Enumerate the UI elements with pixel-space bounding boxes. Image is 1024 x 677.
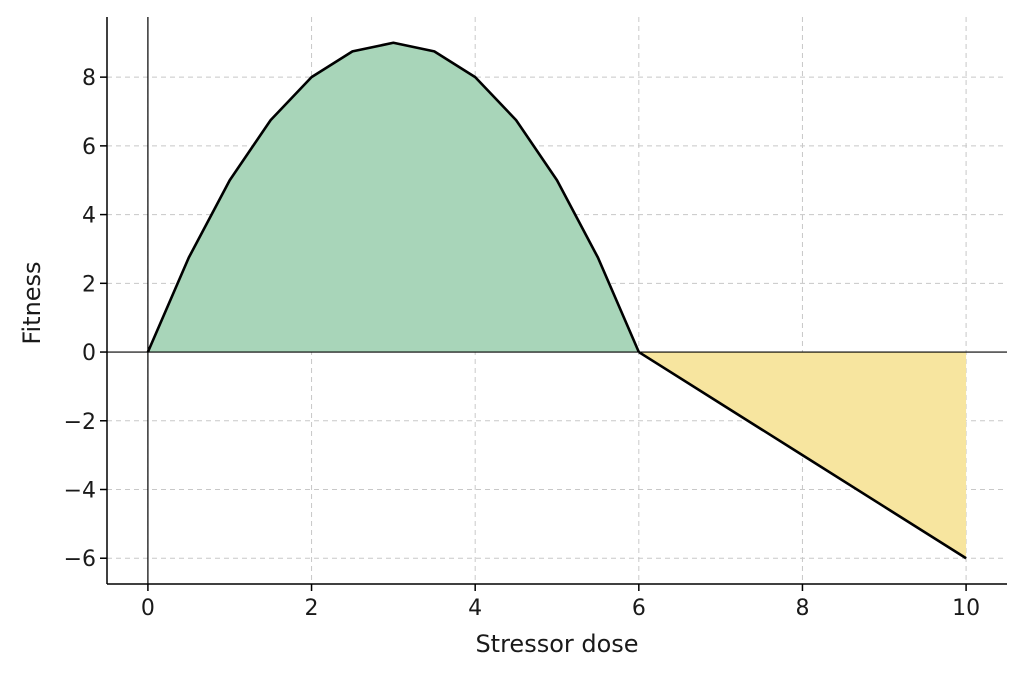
y-tick-label: 8	[82, 66, 96, 91]
x-tick-label: 6	[632, 596, 646, 621]
y-tick-label: 6	[82, 135, 96, 160]
x-tick-label: 8	[795, 596, 809, 621]
y-axis-label: Fitness	[18, 261, 46, 344]
x-tick-label: 2	[305, 596, 319, 621]
series-line-1	[146, 41, 641, 353]
series-line-2	[638, 350, 967, 560]
x-axis-label: Stressor dose	[475, 630, 638, 658]
ticks: 0 2 4 6 8 10 −6 −4 −2 0 2 4 6 8	[64, 66, 981, 621]
x-tick-label: 10	[952, 596, 980, 621]
area-fill-1	[147, 42, 639, 353]
x-tick-label: 4	[468, 596, 482, 621]
y-tick-label: 2	[82, 272, 96, 297]
y-tick-label: −6	[64, 547, 96, 572]
reference-lines	[107, 17, 1007, 584]
series-lines	[146, 41, 967, 560]
y-tick-label: −4	[64, 479, 96, 504]
x-tick-label: 0	[141, 596, 155, 621]
y-tick-label: −2	[64, 410, 96, 435]
y-tick-label: 0	[82, 341, 96, 366]
y-tick-label: 4	[82, 204, 96, 229]
